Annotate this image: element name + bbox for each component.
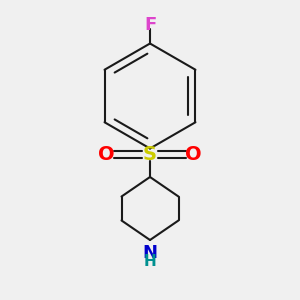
- Text: F: F: [144, 16, 156, 34]
- Text: S: S: [143, 145, 157, 164]
- Text: O: O: [185, 145, 202, 164]
- Text: N: N: [142, 244, 158, 262]
- Text: O: O: [98, 145, 115, 164]
- Text: H: H: [144, 254, 156, 269]
